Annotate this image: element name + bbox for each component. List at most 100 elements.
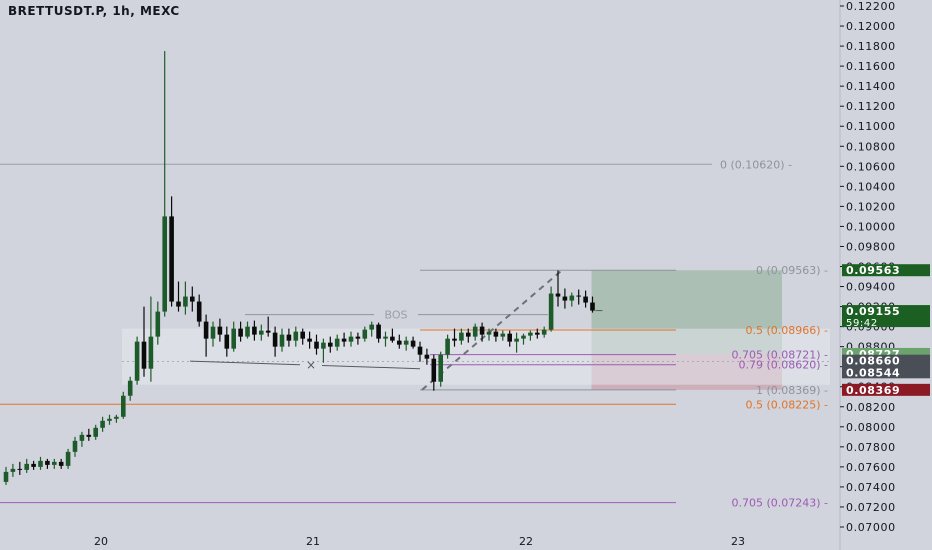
candle-body [293,331,299,341]
candle-body [203,321,209,339]
candle-body [17,468,23,470]
candle-body [141,341,147,369]
y-tick-label: 0.10800 [846,140,896,153]
price-badge [842,264,930,277]
candle-body [300,331,305,339]
candle-body [472,326,478,337]
y-tick-label: 0.08000 [846,421,896,434]
fib-trend-line [421,269,563,391]
y-tick-label: 0.08200 [846,401,896,414]
x-tick-label: 20 [94,535,108,548]
y-tick-label: 0.07000 [846,521,896,534]
candle-body [314,341,319,349]
price-badge [842,366,930,379]
candle-body [210,326,216,339]
candle-body [100,420,105,428]
candle-body [127,380,133,396]
candle-body [265,330,271,333]
price-badge [842,354,930,367]
candle-body [403,340,409,345]
candle-body [507,333,512,342]
candle-body [321,342,326,349]
candle-body [93,427,98,437]
fib-label: 0.705 (0.07243) - [731,497,828,510]
candle-body [541,329,547,335]
candle-body [279,334,285,347]
fib-label-top: 0 (0.10620) - [720,158,792,171]
candle-body [169,216,174,302]
candle-body [348,336,354,342]
candle-body [38,460,43,467]
candle-body [500,333,506,337]
candle-body [176,301,181,307]
candle-body [121,395,126,417]
candle-body [24,463,29,470]
candle-body [466,332,471,337]
candle-body [535,332,540,335]
candle-body [162,216,167,312]
candle-body [383,336,388,339]
price-badge-text: 0.08544 [846,366,900,379]
candle-body [86,434,92,437]
fib-label: 1 (0.08369) - [756,384,828,397]
fib-label: 0.705 (0.08721) - [731,349,828,362]
candle-body [569,295,575,301]
candle-body [390,336,395,341]
candle-body [3,471,9,482]
chart-title: BRETTUSDT.P, 1h, MEXC [8,4,180,18]
y-tick-label: 0.07600 [846,461,896,474]
y-tick-label: 0.07200 [846,501,896,514]
y-tick-label: 0.12200 [846,0,896,13]
candle-body [259,330,264,335]
y-tick-label: 0.11400 [846,80,896,93]
candle-body [307,338,312,342]
price-badge [842,383,930,396]
candle-body [521,335,526,339]
candle-body [562,296,568,301]
candle-body [583,296,588,303]
candle-body [410,340,416,347]
sweep-line [321,364,421,370]
candle-body [438,354,443,382]
price-badge-countdown: 59:42 [846,318,878,329]
y-tick-label: 0.07800 [846,441,896,454]
candle-body [397,340,402,345]
candle-body [514,338,519,342]
price-badge-text: 0.09155 [846,305,900,318]
candle-body [576,295,581,297]
fib-label: 0.79 (0.08620) - [738,359,828,372]
candle-body [417,346,423,355]
candle-body [376,324,381,339]
candle-body [114,416,119,419]
candle-body [58,461,64,466]
y-tick-label: 0.11600 [846,60,896,73]
candle-body [79,434,85,441]
candle-body [134,341,140,381]
candle-body [459,332,464,341]
candle-body [65,451,71,466]
candle-body [528,332,533,336]
candle-body [452,338,457,341]
candle-body [10,468,16,472]
candle-body [148,336,154,369]
candle-body [183,296,188,307]
y-tick-label: 0.10000 [846,220,896,233]
y-tick-label: 0.11200 [846,100,896,113]
price-badge-text: 0.09563 [846,264,900,277]
x-tick-label: 21 [306,535,320,548]
candle-body [31,463,36,467]
candle-body [548,293,554,330]
candle-body [445,338,450,355]
candle-body [252,326,257,335]
candle-body [486,331,492,335]
candle-body [328,342,333,347]
candle-body [590,302,595,311]
candle-body [155,311,161,337]
candle-body [245,326,250,337]
candle-body [479,326,485,335]
x-tick-label: 23 [731,535,745,548]
sweep-line [189,360,301,366]
candle-body [286,334,292,341]
fib-label: 0 (0.09563) - [756,264,828,277]
